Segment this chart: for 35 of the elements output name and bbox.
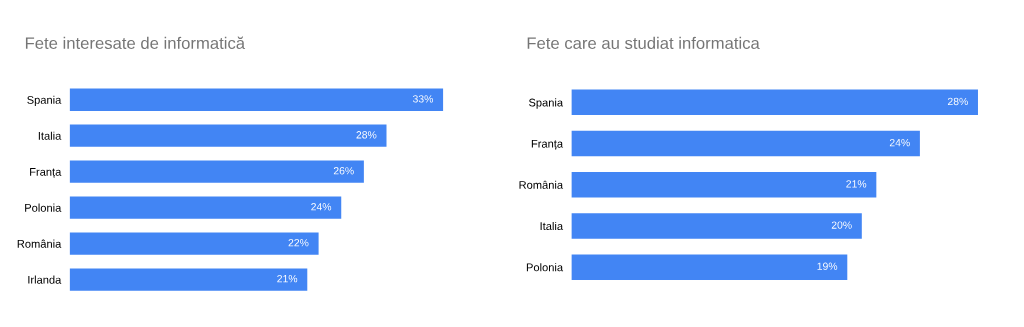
bar — [69, 88, 444, 111]
data-label: 22% — [288, 239, 309, 247]
y-tick-label: Polonia — [526, 263, 564, 272]
data-label: 28% — [947, 97, 968, 106]
data-label: 24% — [311, 203, 332, 211]
bar — [571, 130, 920, 157]
data-label: 20% — [831, 221, 852, 229]
bar — [571, 254, 848, 280]
chart-title: Fete care au studiat informatica — [527, 36, 760, 50]
data-label: 21% — [846, 180, 867, 188]
y-tick-label: Spania — [27, 95, 62, 107]
y-tick-label: Spania — [528, 98, 564, 109]
y-tick-label: România — [17, 239, 62, 248]
y-tick-label: Franța — [30, 168, 62, 179]
bar — [69, 124, 387, 147]
data-label: 26% — [333, 167, 354, 175]
bar — [69, 196, 342, 219]
data-label: 33% — [412, 95, 434, 103]
bar — [69, 268, 308, 291]
bar — [69, 160, 364, 183]
y-tick-label: Irlanda — [28, 275, 62, 284]
y-tick-label: Italia — [540, 221, 564, 231]
bar — [571, 213, 862, 239]
bar — [571, 89, 978, 116]
data-label: 21% — [277, 275, 298, 283]
data-label: 24% — [889, 138, 910, 147]
y-tick-label: Polonia — [25, 203, 62, 212]
data-label: 19% — [817, 262, 838, 270]
y-tick-label: Italia — [38, 131, 62, 140]
y-tick-label: România — [519, 180, 564, 189]
y-tick-label: Franța — [531, 139, 564, 150]
bar — [69, 232, 319, 255]
bar — [571, 171, 877, 198]
chart-title: Fete interesate de informatică — [25, 36, 246, 50]
data-label: 28% — [356, 131, 377, 139]
